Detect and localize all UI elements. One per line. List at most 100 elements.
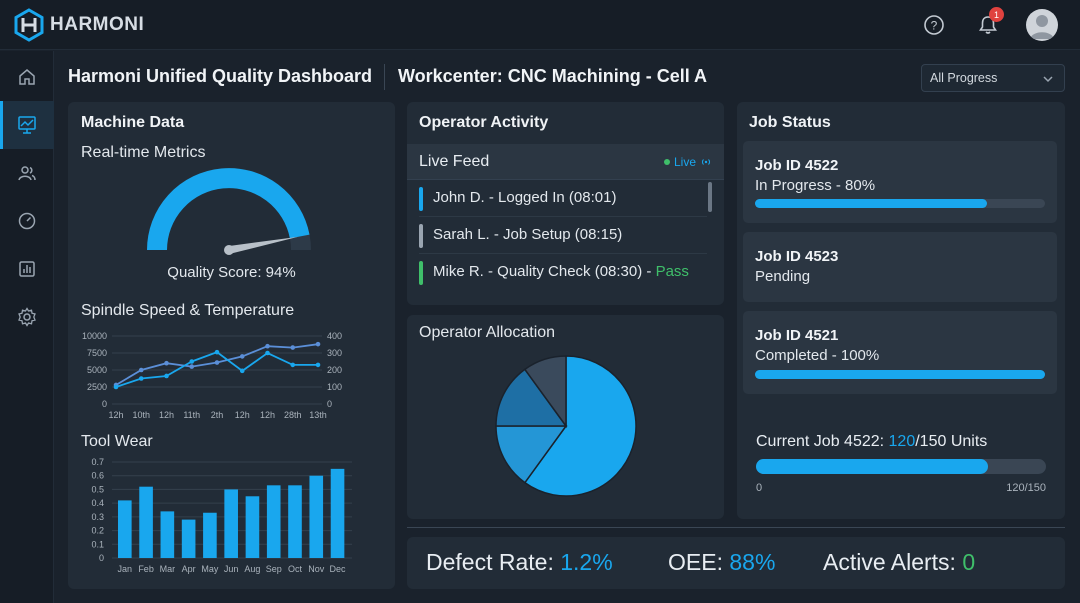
job-id: Job ID 4521 <box>755 327 839 344</box>
quality-score-label: Quality Score: 94% <box>167 264 296 281</box>
help-button[interactable]: ? <box>918 9 950 41</box>
sidebar-item-performance[interactable] <box>0 197 54 245</box>
bar <box>160 511 175 558</box>
bar <box>181 519 196 558</box>
job-status-text: In Progress - 80% <box>755 177 876 194</box>
tool-wear-title: Tool Wear <box>81 433 153 450</box>
defect-rate-metric: Defect Rate: 1.2% <box>426 549 613 576</box>
x-tick-label: 10th <box>132 410 150 420</box>
y-tick-label: 10000 <box>82 331 107 341</box>
progress-axis-end: 120/150 <box>1006 482 1046 494</box>
top-bar: HARMONI ? 1 <box>0 0 1080 50</box>
quality-gauge-fill <box>147 168 310 251</box>
x-tick-label: Dec <box>330 564 347 574</box>
bar <box>266 485 281 558</box>
current-job-label: Current Job 4522: 120/150 Units <box>756 433 987 451</box>
bar <box>309 475 324 558</box>
job-item[interactable]: Job ID 4521 Completed - 100% <box>743 311 1057 394</box>
bar <box>330 468 345 558</box>
progress-axis-start: 0 <box>756 482 763 494</box>
quality-gauge-needle <box>228 236 298 254</box>
x-tick-label: Jun <box>224 564 239 574</box>
user-avatar[interactable] <box>1026 9 1058 41</box>
data-point <box>290 362 296 368</box>
pie-slice <box>523 355 637 497</box>
app-name: HARMONI <box>50 14 145 35</box>
y-tick-label: 0 <box>102 399 107 409</box>
x-tick-label: Mar <box>160 564 176 574</box>
feed-status-bar <box>419 261 423 285</box>
job-status-text: Pending <box>755 268 811 285</box>
y-tick-label: 2500 <box>87 382 107 392</box>
current-job-prefix: Current Job 4522: <box>756 433 889 450</box>
feed-item-result: Pass <box>655 263 689 280</box>
bar <box>245 496 260 558</box>
machine-data-title: Machine Data <box>81 114 185 131</box>
x-tick-label: Apr <box>182 564 196 574</box>
app-logo[interactable]: HARMONI <box>12 8 144 42</box>
users-icon <box>18 166 36 181</box>
feed-item[interactable]: Mike R. - Quality Check (08:30) - Pass <box>419 255 707 291</box>
feed-item[interactable]: Sarah L. - Job Setup (08:15) <box>419 218 707 254</box>
active-alerts-value: 0 <box>962 549 976 575</box>
progress-filter-select[interactable]: All Progress <box>921 64 1065 92</box>
y2-tick-label: 300 <box>327 348 342 358</box>
job-progress-fill <box>755 199 987 208</box>
pie-slice <box>523 355 567 429</box>
current-job-progress-track <box>756 459 1046 474</box>
job-progress-track <box>755 199 1045 208</box>
feed-scrollbar[interactable] <box>708 182 712 212</box>
bar <box>288 485 302 558</box>
oee-label: OEE: <box>668 549 730 575</box>
current-job-progress-fill <box>756 459 988 474</box>
progress-filter-value: All Progress <box>930 71 998 85</box>
x-tick-label: Nov <box>308 564 325 574</box>
y-tick-label: 0.4 <box>91 498 104 508</box>
oee-value: 88% <box>729 549 776 575</box>
feed-item[interactable]: John D. - Logged In (08:01) <box>419 181 707 217</box>
defect-rate-value: 1.2% <box>560 549 613 575</box>
svg-text:?: ? <box>931 19 938 33</box>
x-tick-label: 13th <box>309 410 327 420</box>
job-progress-track <box>755 370 1045 379</box>
y2-tick-label: 0 <box>327 399 332 409</box>
pie-slice <box>495 425 568 484</box>
notifications-button[interactable]: 1 <box>972 7 1004 41</box>
oee-metric: OEE: 88% <box>668 549 775 576</box>
feed-item-text: Mike R. - Quality Check (08:30) - <box>433 263 656 280</box>
x-tick-label: May <box>201 564 219 574</box>
dashboard-icon <box>18 116 36 134</box>
broadcast-icon <box>701 159 711 165</box>
operator-allocation-title: Operator Allocation <box>419 324 556 341</box>
live-feed-title: Live Feed <box>419 153 490 170</box>
y-tick-label: 0.3 <box>91 512 104 522</box>
job-item[interactable]: Job ID 4522 In Progress - 80% <box>743 141 1057 223</box>
sidebar-item-users[interactable] <box>0 149 54 197</box>
data-point <box>239 368 245 374</box>
x-tick-label: 12h <box>235 410 250 420</box>
reports-icon <box>19 261 35 277</box>
sidebar-item-dashboard[interactable] <box>0 101 54 149</box>
y-tick-label: 0.2 <box>91 526 104 536</box>
settings-icon <box>18 307 36 327</box>
y2-tick-label: 200 <box>327 365 342 375</box>
sidebar-item-settings[interactable] <box>0 293 54 341</box>
data-point <box>315 362 321 368</box>
job-item[interactable]: Job ID 4523 Pending <box>743 232 1057 302</box>
sidebar-item-home[interactable] <box>0 53 54 101</box>
sidebar-item-reports[interactable] <box>0 245 54 293</box>
y-tick-label: 5000 <box>87 365 107 375</box>
workcenter-title: Workcenter: CNC Machining - Cell A <box>398 66 708 86</box>
live-dot-icon <box>663 159 670 165</box>
feed-status-bar <box>419 187 423 211</box>
data-point <box>265 343 270 349</box>
live-indicator: Live <box>663 155 712 169</box>
data-point <box>265 350 270 356</box>
job-progress-fill <box>755 370 1045 379</box>
bar <box>139 486 153 558</box>
active-alerts-label: Active Alerts: <box>823 549 963 575</box>
feed-status-bar <box>419 224 423 248</box>
x-tick-label: 12h <box>159 410 174 420</box>
operator-activity-card: Operator Activity Live Feed Live John D.… <box>407 102 724 305</box>
y-tick-label: 0.5 <box>91 484 104 494</box>
